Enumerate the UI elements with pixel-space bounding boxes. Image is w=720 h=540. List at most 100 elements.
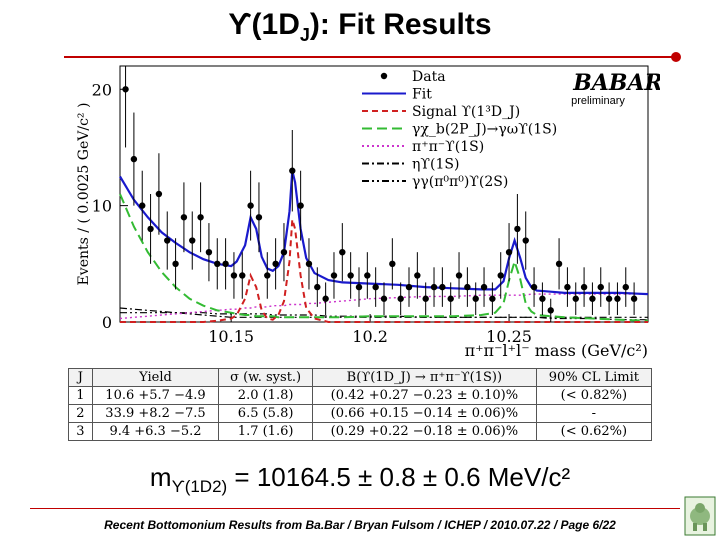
data-point xyxy=(355,283,363,291)
data-point xyxy=(189,237,196,244)
data-point xyxy=(314,283,321,291)
data-point xyxy=(389,260,396,268)
table-header-cell: J xyxy=(68,368,93,387)
title-rule xyxy=(64,56,676,58)
data-point xyxy=(230,272,238,279)
table-cell: 9.4 +6.3 −5.2 xyxy=(91,422,220,441)
table-cell: (0.42 +0.27 −0.23 ± 0.10)% xyxy=(312,386,537,405)
table-row: 1 10.6 +5.7 −4.9 2.0 (1.8) (0.42 +0.27 −0.2… xyxy=(68,386,653,405)
table-header-cell: B(ϒ(1D_J) → π⁺π⁻ϒ(1S)) xyxy=(312,368,537,387)
formula-pre: m xyxy=(149,462,172,492)
data-point xyxy=(214,260,221,268)
table-cell: (< 0.82%) xyxy=(535,386,653,405)
data-point xyxy=(622,283,629,291)
data-point xyxy=(580,283,588,291)
data-point xyxy=(264,272,271,279)
data-point xyxy=(380,295,388,302)
data-point xyxy=(597,283,604,291)
data-point xyxy=(630,295,638,302)
table-cell: 3 xyxy=(68,422,93,441)
x-axis-label: π⁺π⁻l⁺l⁻ mass (GeV/c²) xyxy=(465,341,648,360)
data-point xyxy=(564,283,571,291)
table-header-cell: σ (w. syst.) xyxy=(218,368,313,387)
legend-label: ηϒ(1S) xyxy=(412,157,459,173)
data-point xyxy=(497,272,504,279)
data-point xyxy=(322,295,329,302)
data-point xyxy=(172,260,179,268)
data-point xyxy=(164,237,171,244)
data-point xyxy=(572,295,579,302)
title-sub: J xyxy=(299,25,310,45)
data-point xyxy=(405,283,413,291)
data-point xyxy=(422,295,429,302)
data-point xyxy=(397,295,404,302)
data-point xyxy=(605,295,613,302)
x-tick-label: 10.25 xyxy=(486,327,532,346)
x-tick-label: 10.2 xyxy=(352,327,388,346)
data-point xyxy=(289,167,296,174)
table-cell: (< 0.62%) xyxy=(535,422,653,441)
table-cell: (0.66 +0.15 −0.14 ± 0.06)% xyxy=(312,404,537,423)
table-header-cell: Yield xyxy=(91,368,220,387)
data-point xyxy=(480,283,488,291)
data-point xyxy=(414,272,421,279)
data-point xyxy=(339,248,346,256)
data-point xyxy=(155,190,163,198)
slide-title: ϒ(1DJ): Fit Results xyxy=(0,8,720,46)
data-point xyxy=(614,295,621,302)
legend-label: γγ(π⁰π⁰)ϒ(2S) xyxy=(412,174,508,190)
data-point xyxy=(372,283,379,291)
data-point xyxy=(130,155,138,163)
data-point xyxy=(530,283,538,291)
formula-sub: ϒ(1D2) xyxy=(171,477,228,497)
results-table: J Yield σ (w. syst.) B(ϒ(1D_J) → π⁺π⁻ϒ(1S))… xyxy=(68,368,653,441)
legend-label: γχ_b(2P_J)→γωϒ(1S) xyxy=(412,122,557,138)
data-point xyxy=(464,283,471,291)
table-cell: 6.5 (5.8) xyxy=(218,404,313,423)
data-point xyxy=(522,237,529,244)
data-point xyxy=(147,225,154,233)
table-header-cell: 90% CL Limit xyxy=(535,368,653,387)
data-point xyxy=(197,214,204,221)
data-point xyxy=(239,272,246,279)
data-point xyxy=(489,295,496,302)
table-cell: - xyxy=(535,404,653,423)
data-point xyxy=(589,295,596,302)
y-tick-label: 0 xyxy=(102,313,112,332)
data-point xyxy=(180,214,188,221)
data-point xyxy=(539,295,546,302)
title-post: ): Fit Results xyxy=(309,8,492,41)
y-axis-label: Events / ( 0.0025 GeV/c² ) xyxy=(76,103,92,286)
legend-label: π⁺π⁻ϒ(1S) xyxy=(412,139,484,155)
x-tick-label: 10.15 xyxy=(208,327,254,346)
data-point xyxy=(455,272,463,279)
curve-signal xyxy=(120,219,648,323)
data-point xyxy=(347,272,354,279)
table-cell: 1 xyxy=(68,386,93,405)
table-cell: (0.29 +0.22 −0.18 ± 0.06)% xyxy=(312,422,537,441)
data-point xyxy=(447,295,454,302)
data-point xyxy=(297,202,304,209)
title-pre: ϒ(1D xyxy=(228,8,300,41)
data-point xyxy=(514,225,521,233)
data-point xyxy=(330,272,338,279)
legend-marker xyxy=(380,72,388,80)
data-point xyxy=(280,248,288,256)
babar-logo-text: BABAR xyxy=(572,70,660,96)
data-point xyxy=(430,283,438,291)
data-point xyxy=(247,202,254,209)
table-row: 3 9.4 +6.3 −5.2 1.7 (1.6) (0.29 +0.22 −0.18… xyxy=(68,422,653,441)
data-point xyxy=(555,260,563,268)
legend-label: Signal ϒ(1³D_J) xyxy=(412,104,520,120)
data-point xyxy=(272,260,279,268)
table-cell: 2 xyxy=(68,404,93,423)
data-point xyxy=(222,260,229,268)
table-row: 2 33.9 +8.2 −7.5 6.5 (5.8) (0.66 +0.15 −0.1… xyxy=(68,404,653,423)
y-tick-label: 20 xyxy=(92,80,112,99)
data-point xyxy=(122,86,129,93)
data-point xyxy=(364,272,371,279)
y-tick-label: 10 xyxy=(92,197,112,216)
data-point xyxy=(505,248,513,256)
legend-label: Data xyxy=(412,69,446,85)
data-point xyxy=(472,295,479,302)
